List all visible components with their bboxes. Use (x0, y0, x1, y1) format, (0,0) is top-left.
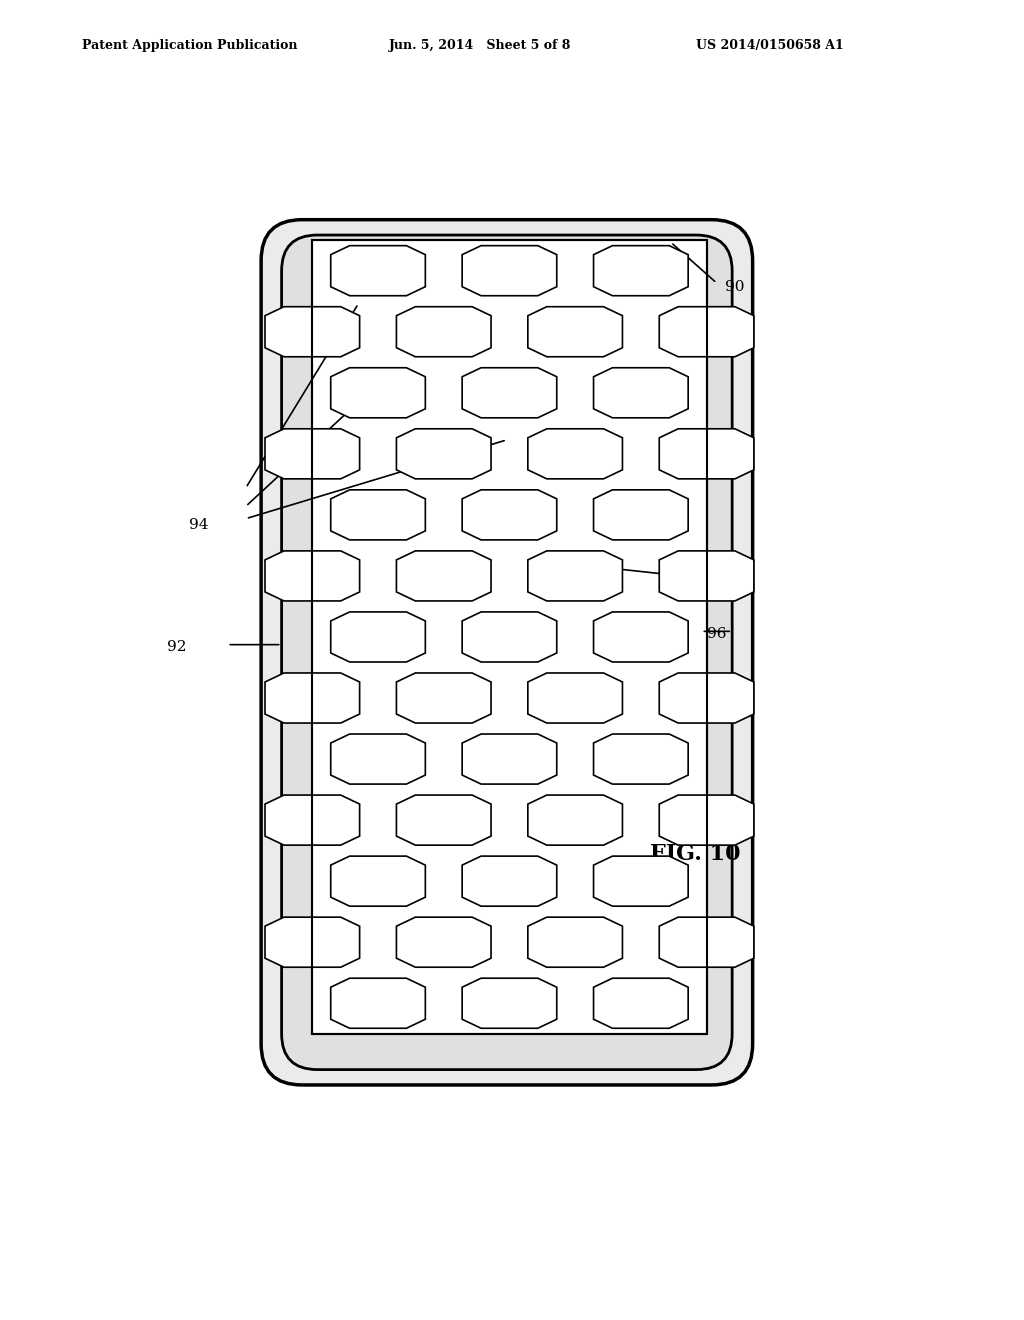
Polygon shape (594, 734, 688, 784)
Polygon shape (265, 917, 359, 968)
Polygon shape (527, 917, 623, 968)
Polygon shape (527, 306, 623, 356)
Text: FIG. 10: FIG. 10 (650, 842, 740, 865)
Text: 96: 96 (707, 627, 726, 642)
Polygon shape (331, 490, 425, 540)
Polygon shape (462, 246, 557, 296)
Polygon shape (527, 673, 623, 723)
Polygon shape (331, 734, 425, 784)
Text: Jun. 5, 2014   Sheet 5 of 8: Jun. 5, 2014 Sheet 5 of 8 (389, 38, 571, 51)
Polygon shape (396, 795, 492, 845)
Polygon shape (396, 550, 492, 601)
FancyBboxPatch shape (261, 219, 753, 1085)
Polygon shape (594, 490, 688, 540)
Polygon shape (265, 306, 359, 356)
Polygon shape (331, 368, 425, 418)
Polygon shape (594, 978, 688, 1028)
Polygon shape (462, 734, 557, 784)
Polygon shape (265, 550, 359, 601)
Polygon shape (265, 795, 359, 845)
Polygon shape (396, 673, 492, 723)
Text: 94: 94 (189, 517, 209, 532)
Text: 92: 92 (167, 640, 186, 653)
Polygon shape (331, 612, 425, 663)
Polygon shape (462, 490, 557, 540)
Polygon shape (659, 306, 754, 356)
Text: 91: 91 (707, 573, 726, 587)
Bar (312, 240, 707, 1034)
Polygon shape (659, 795, 754, 845)
Polygon shape (659, 673, 754, 723)
Polygon shape (594, 368, 688, 418)
FancyBboxPatch shape (282, 235, 732, 1069)
Polygon shape (331, 246, 425, 296)
Polygon shape (462, 857, 557, 906)
Polygon shape (659, 550, 754, 601)
Bar (312, 240, 707, 1034)
Polygon shape (594, 612, 688, 663)
Polygon shape (462, 368, 557, 418)
Polygon shape (396, 917, 492, 968)
Polygon shape (527, 795, 623, 845)
Polygon shape (462, 612, 557, 663)
Polygon shape (396, 306, 492, 356)
Polygon shape (527, 429, 623, 479)
Text: Patent Application Publication: Patent Application Publication (82, 38, 297, 51)
Polygon shape (659, 917, 754, 968)
Polygon shape (331, 857, 425, 906)
Text: US 2014/0150658 A1: US 2014/0150658 A1 (696, 38, 844, 51)
Polygon shape (265, 429, 359, 479)
Polygon shape (265, 673, 359, 723)
Polygon shape (331, 978, 425, 1028)
Polygon shape (396, 429, 492, 479)
Polygon shape (527, 550, 623, 601)
Polygon shape (659, 429, 754, 479)
Polygon shape (462, 978, 557, 1028)
Polygon shape (594, 857, 688, 906)
Polygon shape (594, 246, 688, 296)
Text: 90: 90 (725, 280, 744, 294)
